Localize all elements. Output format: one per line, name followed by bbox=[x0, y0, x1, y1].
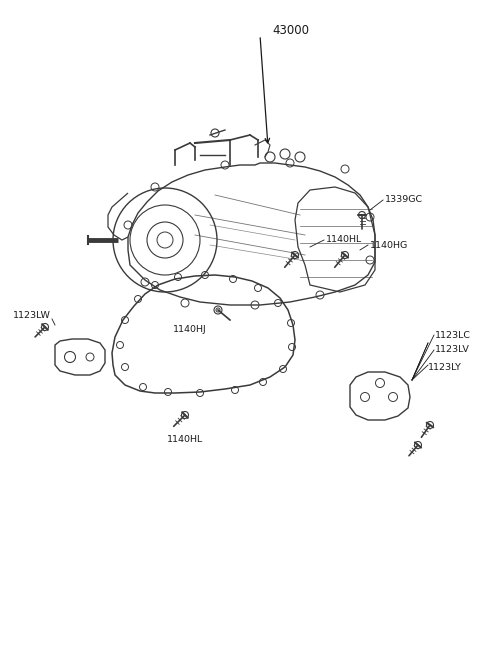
Text: 1140HG: 1140HG bbox=[370, 240, 408, 250]
Text: 1140HJ: 1140HJ bbox=[173, 326, 207, 335]
Text: 1140HL: 1140HL bbox=[167, 435, 203, 444]
Text: 1123LC: 1123LC bbox=[435, 331, 471, 339]
Text: 1123LW: 1123LW bbox=[13, 310, 51, 320]
Text: 1123LV: 1123LV bbox=[435, 345, 470, 354]
Text: 1339GC: 1339GC bbox=[385, 195, 423, 204]
Text: 1123LY: 1123LY bbox=[428, 362, 462, 371]
Text: 1140HL: 1140HL bbox=[326, 236, 362, 244]
Text: 43000: 43000 bbox=[272, 24, 309, 37]
